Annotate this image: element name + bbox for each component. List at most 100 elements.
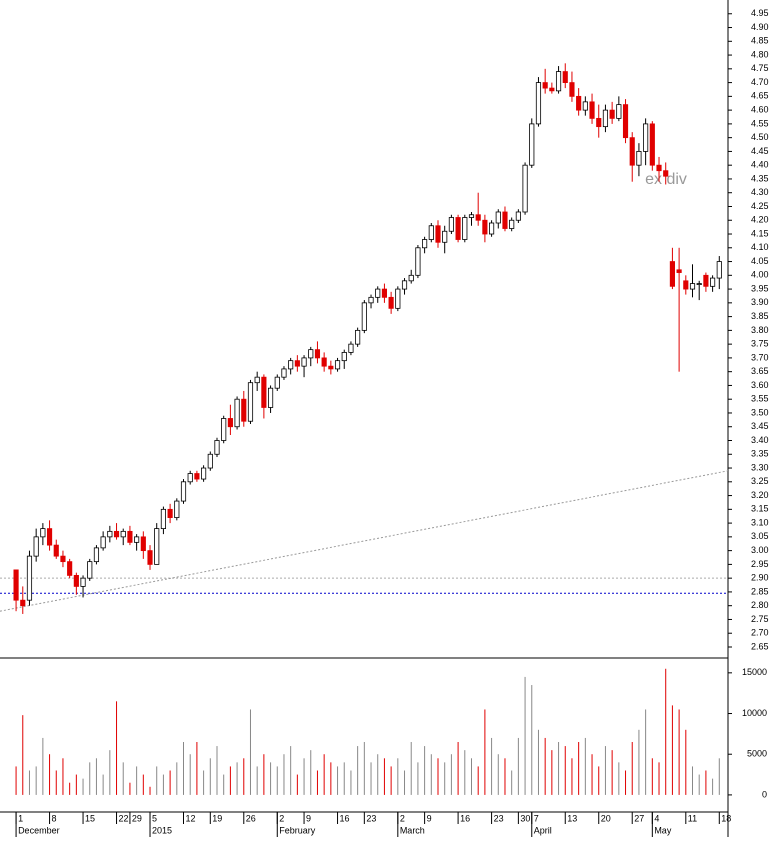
- candle-body: [100, 536, 106, 549]
- y-tick-label: 4.60: [751, 105, 769, 115]
- x-tick-label: 23: [366, 813, 376, 823]
- candle-body: [522, 164, 528, 213]
- candle-body: [475, 214, 481, 221]
- candle-body: [274, 376, 280, 389]
- y-tick-label: 4.20: [751, 215, 769, 225]
- month-label: February: [279, 825, 316, 835]
- candle-body: [361, 302, 367, 331]
- x-tick-label: 4: [654, 813, 659, 823]
- x-tick-label: 9: [427, 813, 432, 823]
- candle-body: [120, 530, 126, 538]
- y-tick-label: 3.85: [751, 311, 769, 321]
- candle-body: [388, 296, 394, 309]
- candle-body: [415, 247, 421, 276]
- x-tick-label: 1: [18, 813, 23, 823]
- y-tick-label: 2.80: [751, 600, 769, 610]
- candle-body: [428, 225, 434, 240]
- y-tick-label: 3.55: [751, 394, 769, 404]
- candle-body: [716, 261, 722, 279]
- month-label: April: [534, 825, 552, 835]
- candle-body: [180, 481, 187, 502]
- candle-body: [502, 211, 508, 229]
- x-tick-label: 30: [520, 813, 530, 823]
- month-label: December: [18, 825, 60, 835]
- volume-tick-label: 10000: [742, 708, 767, 718]
- y-tick-label: 2.95: [751, 559, 769, 569]
- candle-body: [87, 561, 93, 579]
- y-tick-label: 4.30: [751, 187, 769, 197]
- candle-body: [616, 104, 622, 119]
- y-tick-label: 4.05: [751, 256, 769, 266]
- y-tick-label: 3.30: [751, 462, 769, 472]
- candle-body: [401, 280, 408, 290]
- month-label: March: [400, 825, 425, 835]
- candle-body: [187, 473, 193, 483]
- candle-body: [174, 500, 180, 518]
- candle-body: [140, 536, 146, 552]
- x-tick-label: 13: [567, 813, 577, 823]
- x-tick-label: 9: [306, 813, 311, 823]
- candle-body: [281, 368, 287, 378]
- month-label: May: [654, 825, 672, 835]
- y-tick-label: 3.90: [751, 297, 769, 307]
- candle-body: [308, 349, 314, 359]
- candle-body: [576, 95, 582, 111]
- candle-body: [703, 274, 709, 287]
- candle-body: [46, 528, 53, 546]
- y-tick-label: 3.95: [751, 283, 769, 293]
- candle-body: [495, 211, 501, 224]
- x-tick-label: 16: [340, 813, 350, 823]
- y-tick-label: 4.95: [751, 8, 769, 18]
- candle-body: [107, 530, 113, 538]
- candle-body: [288, 360, 294, 370]
- candle-body: [710, 277, 716, 287]
- y-tick-label: 3.75: [751, 339, 769, 349]
- candle-body: [328, 365, 334, 370]
- candle-body: [227, 418, 233, 428]
- candle-body: [562, 71, 568, 83]
- y-tick-label: 3.05: [751, 531, 769, 541]
- y-tick-label: 3.25: [751, 476, 769, 486]
- candle-body: [127, 530, 133, 543]
- candle-body: [201, 467, 207, 480]
- candle-body: [549, 87, 555, 92]
- candle-body: [622, 104, 629, 139]
- x-tick-label: 12: [186, 813, 196, 823]
- candle-body: [321, 357, 327, 367]
- candle-body: [20, 599, 26, 607]
- month-label: 2015: [152, 825, 172, 835]
- candle-body: [375, 288, 381, 298]
- x-tick-label: 20: [601, 813, 611, 823]
- x-tick-label: 29: [132, 813, 142, 823]
- y-tick-label: 3.10: [751, 517, 769, 527]
- x-tick-label: 2: [279, 813, 284, 823]
- x-tick-label: 22: [119, 813, 129, 823]
- candle-body: [602, 109, 609, 128]
- y-tick-label: 3.70: [751, 352, 769, 362]
- candle-body: [636, 151, 642, 166]
- candle-body: [663, 170, 669, 177]
- candle-body: [643, 123, 649, 152]
- candle-body: [589, 101, 595, 119]
- x-tick-label: 18: [721, 813, 731, 823]
- candle-body: [134, 536, 140, 543]
- y-tick-label: 3.60: [751, 380, 769, 390]
- x-tick-label: 7: [534, 813, 539, 823]
- x-tick-label: 23: [494, 813, 504, 823]
- y-tick-label: 4.65: [751, 91, 769, 101]
- x-tick-label: 19: [212, 813, 222, 823]
- y-tick-label: 4.15: [751, 228, 769, 238]
- candle-body: [26, 555, 33, 601]
- candle-body: [194, 473, 200, 480]
- candle-body: [13, 569, 19, 601]
- candle-body: [93, 547, 100, 563]
- candle-body: [381, 288, 388, 298]
- volume-tick-label: 0: [762, 789, 767, 799]
- candle-body: [676, 269, 682, 273]
- candle-body: [629, 137, 635, 166]
- candle-body: [261, 376, 267, 408]
- y-tick-label: 3.15: [751, 504, 769, 514]
- candle-body: [368, 296, 374, 304]
